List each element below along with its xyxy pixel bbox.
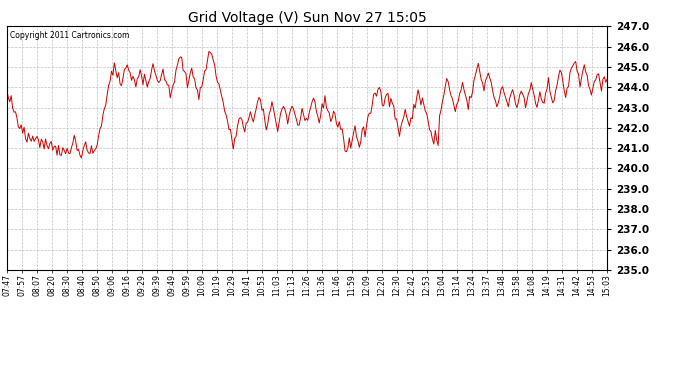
Text: Copyright 2011 Cartronics.com: Copyright 2011 Cartronics.com (10, 31, 129, 40)
Title: Grid Voltage (V) Sun Nov 27 15:05: Grid Voltage (V) Sun Nov 27 15:05 (188, 11, 426, 25)
